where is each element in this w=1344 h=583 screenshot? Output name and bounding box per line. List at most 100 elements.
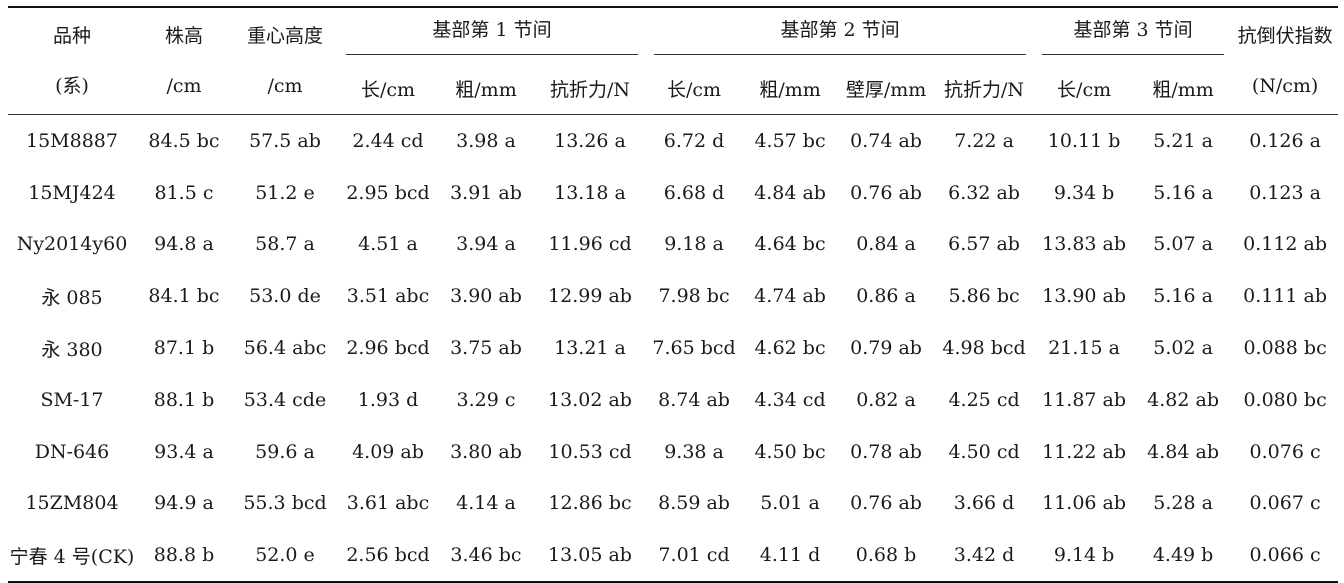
table-cell: 0.123 a	[1249, 181, 1321, 204]
table-cell: 53.0 de	[249, 285, 321, 308]
table-cell: 4.50 bc	[754, 440, 826, 463]
table-cell: Ny2014y60	[16, 233, 128, 256]
table-cell: 93.4 a	[154, 440, 214, 463]
table-cell: 0.84 a	[856, 233, 916, 256]
table-cell: 0.111 ab	[1243, 285, 1328, 308]
header-internode-1: 基部第 1 节间	[338, 6, 647, 62]
table-cell: 10.11 b	[1047, 129, 1121, 152]
table-cell: 51.2 e	[255, 181, 315, 204]
table-cell: 12.99 ab	[548, 285, 632, 308]
table-cell: 88.1 b	[153, 388, 215, 411]
table-cell: SM-17	[40, 388, 104, 411]
table-cell: 0.76 ab	[850, 492, 922, 515]
table-cell: 7.98 bc	[658, 285, 730, 308]
table-cell: 5.86 bc	[948, 285, 1020, 308]
table-cell: 11.06 ab	[1042, 492, 1127, 515]
table-cell: 12.86 bc	[548, 492, 632, 515]
table-cell: 0.126 a	[1249, 129, 1321, 152]
table-cell: 0.82 a	[856, 388, 916, 411]
table-cell: 4.57 bc	[754, 129, 826, 152]
table-cell: 3.61 abc	[346, 492, 430, 515]
table-cell: 8.74 ab	[658, 388, 730, 411]
table-cell: 5.01 a	[760, 492, 820, 515]
table-cell: 11.87 ab	[1042, 388, 1127, 411]
table-cell: 57.5 ab	[249, 129, 321, 152]
table-cell: 13.83 ab	[1042, 233, 1127, 256]
table-cell: 5.16 a	[1153, 181, 1213, 204]
table-cell: 4.82 ab	[1147, 388, 1219, 411]
table-cell: 4.09 ab	[352, 440, 424, 463]
table-cell: 3.94 a	[456, 233, 516, 256]
table-cell: 56.4 abc	[243, 337, 327, 360]
table-cell: 9.38 a	[664, 440, 724, 463]
table-cell: 4.98 bcd	[942, 337, 1026, 360]
table-cell: 7.01 cd	[646, 529, 743, 583]
table-cell: 2.95 bcd	[346, 181, 430, 204]
table-cell: 4.34 cd	[754, 388, 826, 411]
header-row-1: 品种 (系) 株高 /cm 重心高度 /cm 基部第 1 节间 基部第 2 节间…	[8, 6, 1339, 115]
table-cell: 6.57 ab	[948, 233, 1020, 256]
sub-header-diam-1: 粗/mm	[438, 62, 534, 115]
header-plant-height: 株高 /cm	[136, 6, 232, 115]
table-cell: 13.26 a	[554, 129, 626, 152]
table-cell: 15ZM804	[25, 492, 119, 515]
table-row: 永 085 84.1 bc 53.0 de 3.51 abc 3.90 ab 1…	[8, 270, 1338, 322]
table-row: 15MJ424 81.5 c 51.2 e 2.95 bcd 3.91 ab 1…	[8, 167, 1338, 219]
table-cell: 永 085	[41, 286, 103, 309]
table-cell: DN-646	[34, 440, 110, 463]
table-row: 15ZM804 94.9 a 55.3 bcd 3.61 abc 4.14 a …	[8, 478, 1338, 530]
table-cell: 55.3 bcd	[243, 492, 327, 515]
table-cell: 7.22 a	[954, 129, 1014, 152]
table-cell: 3.46 bc	[438, 529, 534, 583]
sub-header-diam-3: 粗/mm	[1134, 62, 1233, 115]
table-cell: 0.74 ab	[850, 129, 922, 152]
table-cell: 94.9 a	[154, 492, 214, 515]
table-cell: 11.22 ab	[1042, 440, 1127, 463]
table-cell: 0.76 ab	[850, 181, 922, 204]
table-cell: 0.088 bc	[1243, 337, 1327, 360]
table-cell: 2.56 bcd	[338, 529, 438, 583]
table-cell: 0.68 b	[838, 529, 935, 583]
table-row: Ny2014y60 94.8 a 58.7 a 4.51 a 3.94 a 11…	[8, 219, 1338, 271]
table-cell: 13.90 ab	[1042, 285, 1127, 308]
table-cell: 6.32 ab	[948, 181, 1020, 204]
table-cell: 13.02 ab	[548, 388, 632, 411]
header-row-2: 长/cm 粗/mm 抗折力/N 长/cm 粗/mm 壁厚/mm 抗折力/N 长/…	[8, 62, 1338, 115]
table-cell: 2.96 bcd	[346, 337, 430, 360]
table-cell: 4.64 bc	[754, 233, 826, 256]
table-cell: 15MJ424	[28, 181, 116, 204]
table-cell: 59.6 a	[255, 440, 315, 463]
table-cell: 4.14 a	[456, 492, 516, 515]
table-cell: 3.98 a	[456, 129, 516, 152]
sub-header-force-1: 抗折力/N	[534, 62, 647, 115]
table-body: 15M8887 84.5 bc 57.5 ab 2.44 cd 3.98 a 1…	[8, 115, 1339, 583]
table-cell: 87.1 b	[153, 337, 215, 360]
table-cell: 94.8 a	[154, 233, 214, 256]
table-cell: 4.25 cd	[948, 388, 1020, 411]
table-cell: 4.51 a	[358, 233, 418, 256]
table-cell: 4.11 d	[742, 529, 839, 583]
table-cell: 13.05 ab	[534, 529, 647, 583]
table-cell: 3.42 d	[934, 529, 1035, 583]
table-cell: 永 380	[41, 338, 103, 361]
table-cell: 9.18 a	[664, 233, 724, 256]
table-cell: 15M8887	[26, 129, 118, 152]
table-cell: 5.16 a	[1153, 285, 1213, 308]
table-cell: 0.79 ab	[850, 337, 922, 360]
sub-header-len-1: 长/cm	[338, 62, 438, 115]
table-cell: 0.080 bc	[1243, 388, 1327, 411]
table-cell: 0.112 ab	[1243, 233, 1328, 256]
table-cell: 3.90 ab	[450, 285, 522, 308]
table-cell: 9.14 b	[1034, 529, 1135, 583]
sub-header-force-2: 抗折力/N	[934, 62, 1035, 115]
table-cell: 3.66 d	[953, 492, 1015, 515]
table-cell: 21.15 a	[1048, 337, 1120, 360]
table-cell: 4.84 ab	[1147, 440, 1219, 463]
sub-header-len-2: 长/cm	[646, 62, 743, 115]
table-cell: 7.65 bcd	[652, 337, 736, 360]
table-cell: 5.02 a	[1153, 337, 1213, 360]
table-cell: 宁春 4 号(CK)	[8, 529, 136, 583]
table-cell: 13.18 a	[554, 181, 626, 204]
table-row: DN-646 93.4 a 59.6 a 4.09 ab 3.80 ab 10.…	[8, 426, 1338, 478]
header-cog-height: 重心高度 /cm	[232, 6, 338, 115]
